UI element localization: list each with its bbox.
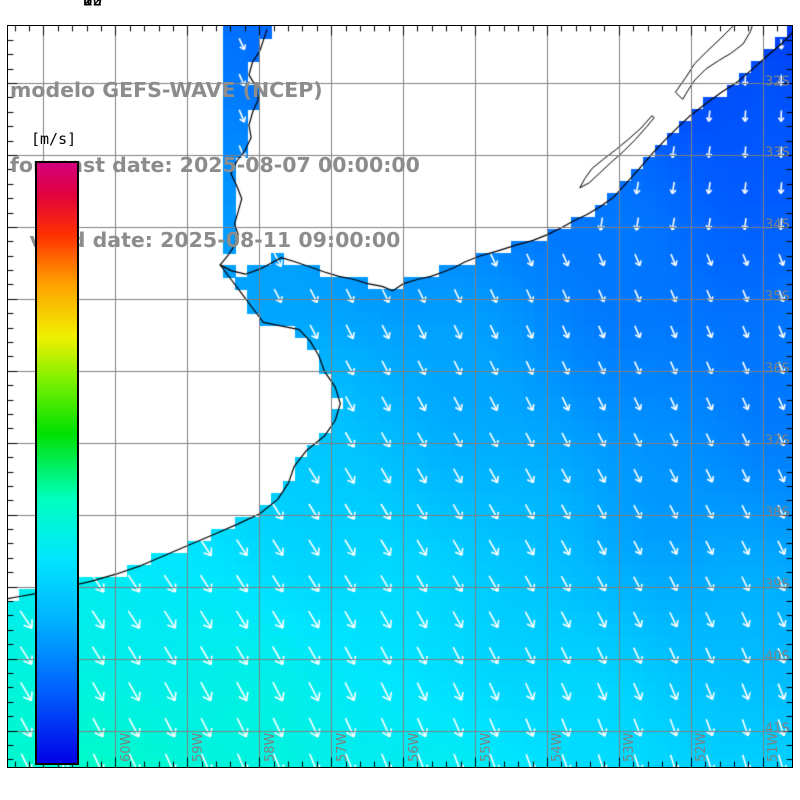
lon-label-55W: 55W	[478, 732, 494, 762]
colorbar-unit-label: [m/s]	[31, 130, 77, 148]
lat-label-37S: 37S	[765, 433, 790, 449]
lon-label-53W: 53W	[622, 732, 638, 762]
lat-label-40S: 40S	[765, 649, 790, 665]
lat-label-39S: 39S	[765, 577, 790, 593]
colorbar-box	[35, 161, 79, 765]
lat-label-32S: 32S	[765, 74, 790, 90]
colorbar-tick-30: 30	[83, 0, 103, 10]
lat-label-34S: 34S	[765, 217, 790, 233]
lon-label-54W: 54W	[550, 732, 566, 762]
lat-label-38S: 38S	[765, 505, 790, 521]
lon-label-51W: 51W	[766, 732, 782, 762]
chart-title: modelo GEFS-WAVE (NCEP) forecast date: 2…	[10, 28, 420, 303]
title-line-model: modelo GEFS-WAVE (NCEP)	[10, 78, 323, 102]
colorbar-tick-0: 0	[83, 0, 93, 10]
colorbar-tick-22: 22	[83, 0, 103, 10]
colorbar-gradient	[37, 163, 77, 763]
plot-frame	[7, 25, 793, 768]
lon-label-58W: 58W	[262, 732, 278, 762]
wind-field-heatmap	[8, 26, 792, 767]
colorbar-tick-8: 8	[83, 0, 93, 10]
lat-label-41S: 41S	[765, 721, 790, 737]
colorbar-tick-15: 15	[83, 0, 103, 10]
lon-label-56W: 56W	[406, 732, 422, 762]
lon-label-59W: 59W	[190, 732, 206, 762]
lat-label-35S: 35S	[765, 289, 790, 305]
lon-label-52W: 52W	[694, 732, 710, 762]
lat-label-33S: 33S	[765, 145, 790, 161]
lon-label-57W: 57W	[334, 732, 350, 762]
lat-label-36S: 36S	[765, 361, 790, 377]
lon-label-60W: 60W	[118, 732, 134, 762]
